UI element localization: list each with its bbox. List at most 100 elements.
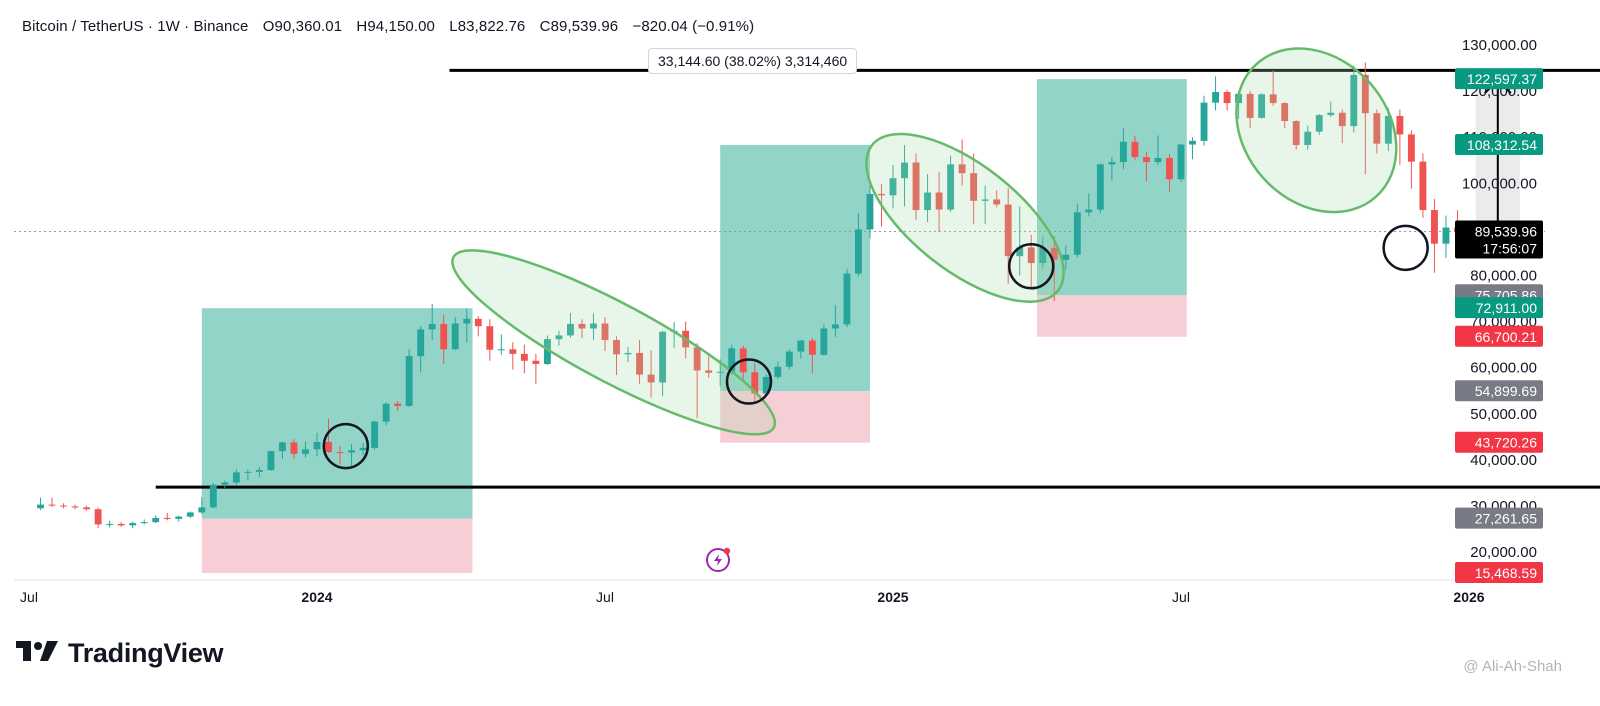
price-badge-label: 66,700.21 (1475, 329, 1537, 345)
news-icon[interactable] (706, 547, 731, 572)
candle (970, 153, 978, 224)
candle (1373, 109, 1381, 154)
candle-body (1016, 247, 1024, 257)
candle (1384, 107, 1392, 152)
candle (71, 504, 79, 510)
price-tick-label: 50,000.00 (1470, 406, 1537, 423)
candle (163, 512, 171, 521)
candle-body (1361, 74, 1369, 114)
price-badge-bg (1455, 431, 1543, 453)
candle (497, 334, 505, 355)
price-badge: 122,597.37 (1455, 68, 1543, 90)
candle (555, 330, 563, 346)
candle (958, 139, 966, 186)
candle-body (636, 352, 643, 375)
candle (359, 442, 367, 456)
candle-body (1315, 115, 1323, 132)
candle-body (1304, 131, 1312, 146)
price-tick-label: 130,000.00 (1462, 37, 1537, 54)
candle-body (1131, 141, 1139, 158)
candle (405, 349, 413, 407)
candle-body (163, 517, 171, 519)
candle (1281, 102, 1289, 128)
time-tick-label: 2025 (877, 589, 908, 605)
price-badge-label: 27,261.65 (1475, 511, 1537, 527)
candle (1177, 144, 1185, 182)
stop-zone-1 (201, 518, 473, 573)
candle (486, 319, 494, 361)
candle-body (785, 351, 793, 367)
price-badge-bg (1455, 325, 1543, 347)
pivot-circle-3 (1007, 243, 1055, 290)
symbol-name[interactable]: Bitcoin / TetherUS · 1W · Binance (22, 18, 249, 35)
candle (797, 340, 805, 359)
candle-body (1166, 157, 1173, 180)
tradingview-logo[interactable]: TradingView (16, 638, 224, 669)
candle-body (474, 318, 482, 327)
candle (1096, 163, 1104, 214)
candle (221, 480, 229, 489)
candle-body (1108, 162, 1116, 165)
price-badge: 54,899.69 (1455, 380, 1543, 402)
candle-body (947, 164, 955, 210)
candle-body (152, 517, 160, 523)
candle (636, 340, 643, 384)
candle-body (1350, 74, 1358, 127)
candle (1039, 236, 1047, 269)
candle-body (405, 356, 413, 406)
candle-body (1096, 164, 1104, 210)
time-axis: Jul2024Jul2025Jul2026Jul2027Jul2028 (14, 579, 1545, 605)
time-tick-label: 2024 (301, 589, 332, 605)
candle-body (451, 323, 459, 350)
candle (60, 503, 67, 509)
candle (912, 153, 920, 221)
candle-body (578, 323, 586, 329)
candle (106, 520, 114, 528)
price-badges: 122,597.37108,312.5489,539.9617:56:0775,… (1455, 68, 1543, 583)
time-tick-label: 2026 (1453, 589, 1484, 605)
price-badge: 72,911.00 (1455, 297, 1543, 319)
candle-body (981, 199, 989, 201)
candle-body (647, 374, 655, 383)
candle-body (1327, 112, 1335, 116)
candle-body (209, 484, 217, 508)
candle-body (37, 504, 44, 509)
price-badge: 27,261.65 (1455, 507, 1543, 529)
candle (117, 522, 125, 527)
candle (578, 319, 586, 339)
candle (1246, 91, 1254, 128)
stop-zone-3 (1037, 295, 1187, 337)
candle (48, 497, 56, 507)
candle (889, 164, 897, 209)
candle (808, 337, 816, 374)
candle-body (1442, 227, 1450, 244)
candle (705, 355, 713, 378)
candle (1143, 151, 1150, 182)
candle (1338, 109, 1346, 144)
candle-body (1050, 247, 1058, 260)
tradingview-name: TradingView (68, 638, 224, 668)
candle-body (71, 506, 79, 508)
candle-body (117, 523, 125, 526)
candle-body (140, 522, 148, 524)
candle-body (221, 482, 229, 485)
symbol-header: Bitcoin / TetherUS · 1W · Binance O90,36… (22, 18, 764, 35)
candle-body (728, 348, 736, 372)
candle (1062, 245, 1070, 270)
price-badge-bg (1455, 68, 1543, 90)
candle-body (186, 512, 194, 517)
candle-body (497, 349, 505, 351)
candle (993, 190, 1001, 208)
candle (1119, 128, 1127, 170)
price-badge-label: 54,899.69 (1475, 383, 1537, 399)
pivot-circle-2 (725, 358, 773, 405)
candle-body (509, 349, 517, 354)
candle (152, 515, 160, 524)
price-badge: 15,468.59 (1455, 561, 1543, 583)
candle-body (1177, 144, 1185, 180)
candle-body (878, 193, 885, 196)
price-tick-label: 60,000.00 (1470, 360, 1537, 377)
drawing-shapes (322, 47, 1429, 470)
candle (924, 174, 931, 223)
